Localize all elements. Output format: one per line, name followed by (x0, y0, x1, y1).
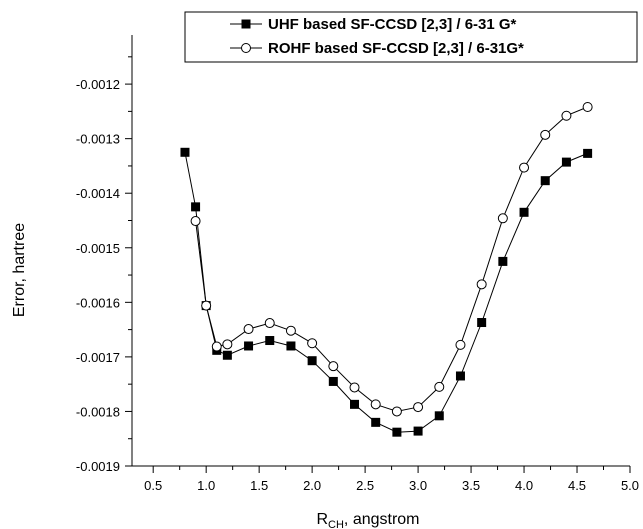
x-tick-label: 3.5 (462, 478, 480, 493)
series-group (180, 102, 593, 437)
data-point-rohf (264, 318, 275, 329)
data-point-rohf (519, 162, 530, 173)
data-point-uhf (307, 356, 317, 366)
data-point-rohf (328, 361, 339, 372)
data-point-uhf (350, 399, 360, 409)
data-point-rohf (434, 381, 445, 392)
x-tick-label: 0.5 (144, 478, 162, 493)
data-point-rohf (190, 216, 201, 227)
y-tick-label: -0.0014 (76, 186, 120, 201)
x-axis-title: RCH, angstrom (316, 511, 419, 529)
legend-label-rohf: ROHF based SF-CCSD [2,3] / 6-31G* (268, 40, 524, 57)
data-point-rohf (201, 300, 212, 311)
data-point-rohf (285, 325, 296, 336)
legend: UHF based SF-CCSD [2,3] / 6-31 G* ROHF b… (184, 11, 638, 63)
x-tick-label: 2.5 (356, 478, 374, 493)
legend-label-uhf: UHF based SF-CCSD [2,3] / 6-31 G* (268, 16, 517, 33)
data-point-uhf (413, 426, 423, 436)
data-point-rohf (561, 110, 572, 121)
data-point-uhf (180, 147, 190, 157)
data-point-uhf (328, 376, 338, 386)
series-line-1 (195, 106, 588, 412)
legend-marker-uhf (241, 19, 251, 29)
data-point-rohf (370, 399, 381, 410)
data-point-rohf (243, 324, 254, 335)
data-point-uhf (519, 207, 529, 217)
x-tick-label: 4.0 (515, 478, 533, 493)
data-point-rohf (540, 129, 551, 140)
y-tick-label: -0.0016 (76, 295, 120, 310)
data-point-uhf (222, 350, 232, 360)
data-point-rohf (476, 279, 487, 290)
data-point-rohf (307, 338, 318, 349)
data-point-uhf (434, 411, 444, 421)
data-point-uhf (498, 256, 508, 266)
data-point-uhf (191, 202, 201, 212)
data-point-rohf (349, 382, 360, 393)
y-tick-label: -0.0015 (76, 241, 120, 256)
data-point-rohf (497, 213, 508, 224)
x-tick-label: 2.0 (303, 478, 321, 493)
data-point-rohf (211, 341, 222, 352)
x-tick-label: 5.0 (621, 478, 639, 493)
data-point-uhf (455, 371, 465, 381)
x-tick-label: 4.5 (568, 478, 586, 493)
data-point-uhf (540, 176, 550, 186)
legend-box (184, 11, 638, 63)
y-tick-label: -0.0012 (76, 77, 120, 92)
legend-marker-rohf (241, 43, 251, 53)
y-tick-label: -0.0018 (76, 404, 120, 419)
axes: 0.5 1.0 1.5 2.0 2.5 3.0 3.5 4.0 4.5 5.0 -0.0019 -0.… (76, 35, 639, 493)
x-axis-title-main: R (316, 511, 328, 528)
data-point-uhf (371, 417, 381, 427)
x-tick-label: 1.5 (250, 478, 268, 493)
data-point-uhf (244, 341, 254, 351)
data-point-uhf (477, 318, 487, 328)
data-point-uhf (286, 341, 296, 351)
x-tick-label: 3.0 (409, 478, 427, 493)
data-point-uhf (561, 157, 571, 167)
x-axis-title-rest: , angstrom (344, 511, 420, 528)
data-point-uhf (583, 148, 593, 158)
data-point-rohf (413, 402, 424, 413)
data-point-rohf (455, 339, 466, 350)
data-point-rohf (582, 102, 593, 113)
y-tick-label: -0.0013 (76, 132, 120, 147)
data-point-uhf (392, 427, 402, 437)
data-point-rohf (391, 406, 402, 417)
series-line-0 (184, 152, 588, 433)
y-tick-label: -0.0019 (76, 459, 120, 474)
data-point-rohf (222, 339, 233, 350)
y-axis-title: Error, hartree (11, 223, 28, 317)
x-tick-label: 1.0 (197, 478, 215, 493)
y-tick-label: -0.0017 (76, 350, 120, 365)
x-axis-title-sub: CH (328, 519, 344, 529)
data-point-uhf (265, 336, 275, 346)
